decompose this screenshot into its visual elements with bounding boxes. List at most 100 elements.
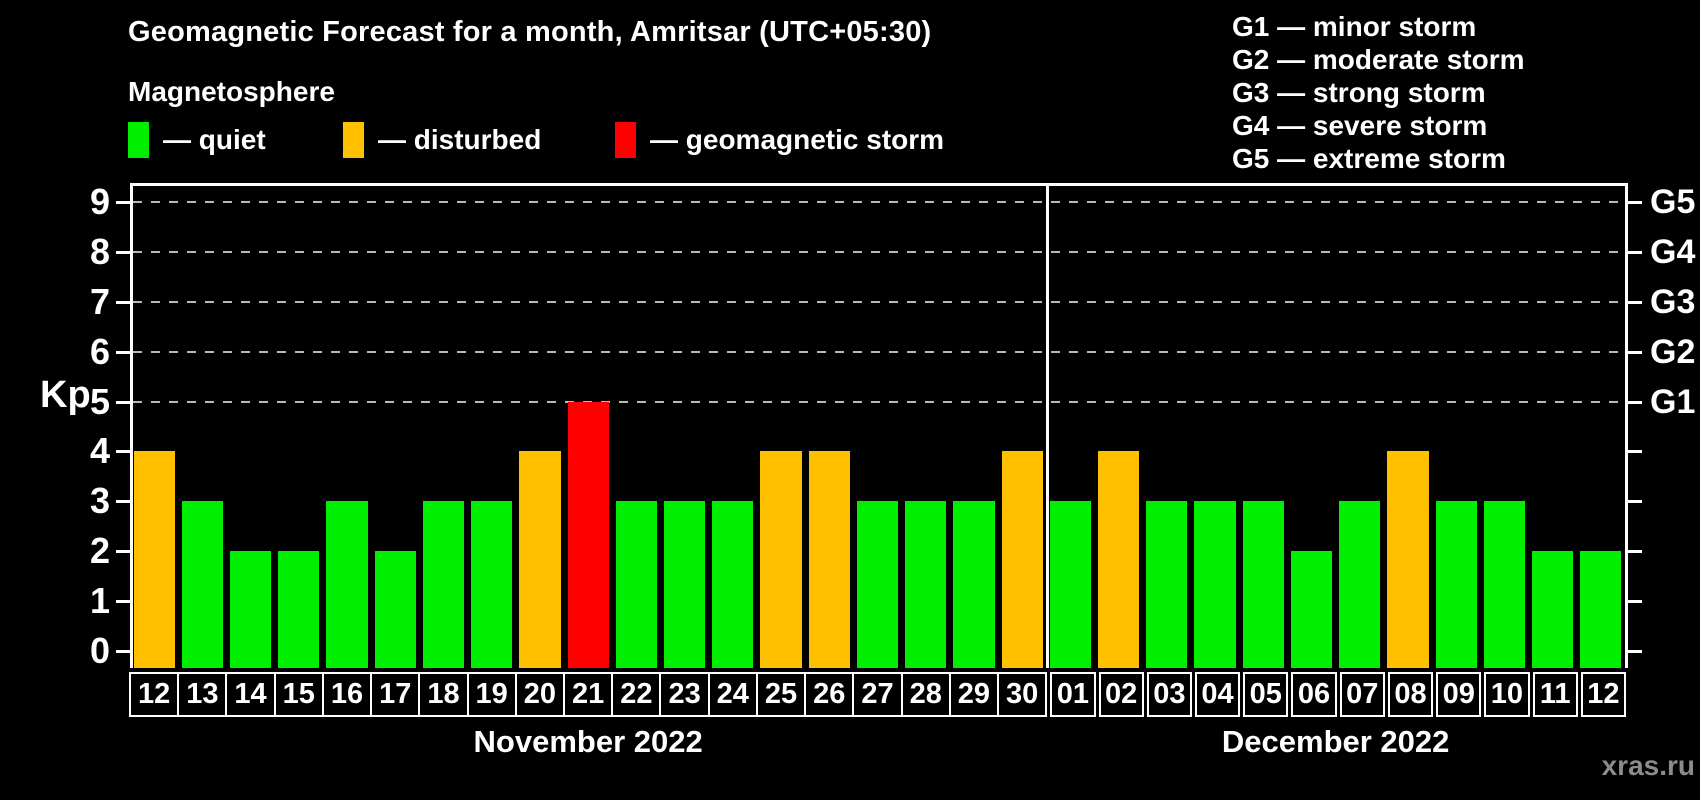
kp-bar	[278, 551, 320, 668]
kp-bar	[760, 451, 802, 668]
day-label-box: 11	[1532, 672, 1578, 717]
magnetosphere-label: Magnetosphere	[128, 76, 335, 107]
y-tick	[116, 550, 130, 554]
y-tick	[116, 450, 130, 454]
storm-scale-item-g4: G4 — severe storm	[1232, 110, 1488, 141]
plot-top-border	[130, 183, 1628, 186]
day-label-box: 23	[659, 672, 710, 717]
legend-label-quiet: — quiet	[163, 124, 266, 155]
kp-bar	[1290, 551, 1333, 668]
day-label-box: 12	[129, 672, 180, 717]
day-label-box: 19	[466, 672, 517, 717]
day-label-box: 01	[1050, 672, 1096, 717]
y-tick-label: 7	[89, 280, 110, 322]
kp-bar	[519, 451, 561, 668]
g-level-label-g5: G5	[1650, 182, 1696, 221]
kp-bar	[1339, 501, 1381, 668]
storm-swatch-icon	[615, 122, 636, 158]
right-tick	[1628, 600, 1642, 604]
right-tick	[1628, 300, 1642, 304]
quiet-swatch-icon	[128, 122, 149, 158]
kp-bar	[422, 501, 465, 668]
kp-bar	[1532, 551, 1574, 668]
storm-scale-legend: G1 — minor storm G2 — moderate storm G3 …	[1232, 10, 1525, 175]
y-tick-label: 0	[89, 630, 110, 671]
legend-item-storm: — geomagnetic storm	[615, 122, 944, 158]
g-level-label-g1: G1	[1650, 382, 1696, 421]
right-tick	[1628, 250, 1642, 254]
day-label-box: 17	[370, 672, 421, 717]
kp-bar	[181, 501, 223, 668]
day-label-box: 03	[1146, 672, 1192, 717]
kp-bar	[1242, 501, 1284, 668]
storm-scale-item-g5: G5 — extreme storm	[1232, 143, 1506, 174]
day-label-box: 12	[1580, 672, 1626, 717]
right-tick	[1628, 650, 1642, 653]
kp-bar	[856, 501, 899, 668]
gridline-kp9	[133, 200, 1625, 203]
g-level-label-g3: G3	[1650, 282, 1696, 321]
y-tick	[116, 600, 130, 604]
y-tick-label: 2	[89, 530, 110, 572]
day-label-box: 27	[852, 672, 903, 717]
right-tick	[1628, 550, 1642, 554]
day-label-box: 15	[273, 672, 324, 717]
y-axis-title: Kp	[40, 374, 91, 416]
day-label-box: 18	[418, 672, 469, 717]
kp-bar	[1049, 501, 1091, 668]
day-label-box: 13	[177, 672, 228, 717]
right-tick	[1628, 350, 1642, 354]
storm-scale-item-g2: G2 — moderate storm	[1232, 44, 1525, 75]
y-tick	[116, 300, 130, 304]
y-tick	[116, 200, 130, 204]
kp-bar	[374, 551, 416, 668]
y-tick-label: 1	[89, 580, 110, 622]
kp-bar	[1580, 551, 1622, 668]
g-level-label-g4: G4	[1650, 232, 1696, 271]
kp-bar	[471, 501, 513, 668]
right-tick	[1628, 500, 1642, 504]
g-level-label-g2: G2	[1650, 332, 1696, 371]
kp-bar	[905, 501, 947, 668]
kp-bar	[1001, 451, 1043, 668]
kp-bar	[808, 451, 850, 668]
day-label-box: 30	[997, 672, 1048, 717]
month-label: December 2022	[1221, 724, 1450, 759]
legend-item-quiet: — quiet	[128, 122, 343, 158]
month-divider-line	[1046, 183, 1050, 668]
day-label-box: 06	[1291, 672, 1337, 717]
gridline-kp8	[133, 250, 1625, 253]
kp-bar	[953, 501, 995, 668]
day-label-box: 26	[804, 672, 855, 717]
day-label-box: 25	[755, 672, 807, 717]
day-label-box: 22	[611, 672, 662, 717]
right-tick	[1628, 450, 1642, 454]
legend-label-disturbed: — disturbed	[378, 124, 542, 155]
y-tick-label: 3	[89, 480, 110, 522]
day-label-box: 29	[948, 672, 1000, 717]
day-label-box: 21	[563, 672, 614, 717]
y-tick-label: 6	[89, 330, 110, 372]
kp-bar	[712, 501, 754, 668]
color-legend: — quiet — disturbed — geomagnetic storm	[128, 122, 944, 158]
legend-item-disturbed: — disturbed	[343, 122, 615, 158]
day-label-box: 02	[1098, 672, 1144, 717]
kp-bar	[229, 551, 272, 668]
gridline-kp5	[133, 400, 1625, 403]
day-label-box: 09	[1436, 672, 1482, 717]
kp-bar	[326, 501, 368, 668]
y-tick	[116, 500, 130, 504]
day-label-box: 28	[900, 672, 951, 717]
kp-bar	[1146, 501, 1188, 668]
right-tick	[1628, 400, 1642, 404]
day-label-box: 04	[1194, 672, 1241, 717]
gridline-kp6	[133, 350, 1625, 353]
y-axis-line	[130, 183, 133, 668]
kp-bar	[1387, 451, 1429, 668]
month-label: November 2022	[473, 724, 703, 759]
right-axis-line	[1625, 183, 1628, 668]
y-tick-label: 8	[89, 230, 110, 272]
storm-scale-item-g3: G3 — strong storm	[1232, 77, 1486, 108]
day-label-box: 20	[514, 672, 566, 717]
